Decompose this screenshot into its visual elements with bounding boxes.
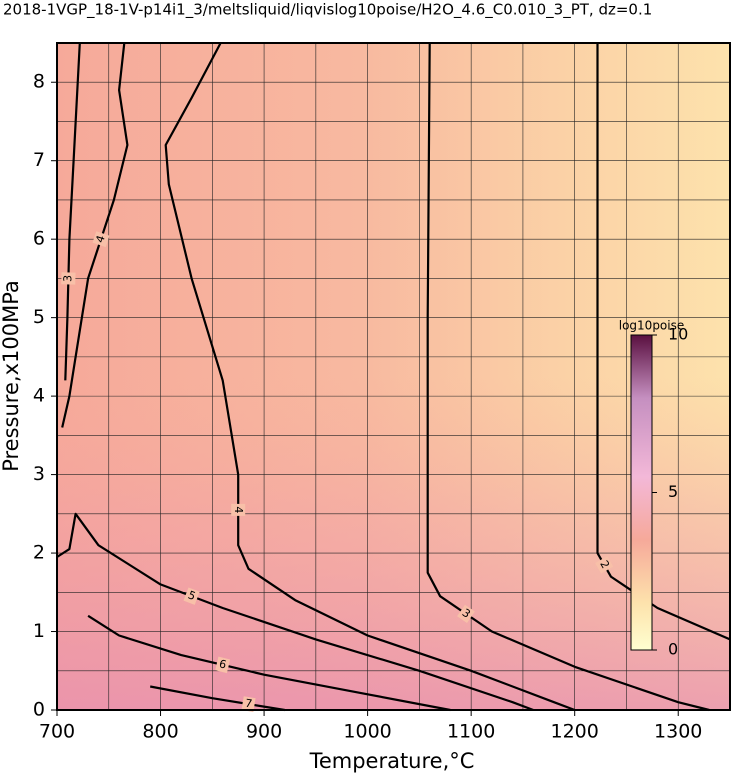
x-tick-label: 1100 (447, 721, 495, 743)
contour-line (149, 685, 285, 712)
plot-frame (56, 42, 731, 711)
y-tick-label: 7 (33, 149, 45, 171)
contour-label: 4 (232, 506, 245, 513)
contour-label-bg (92, 231, 110, 248)
colorbar (630, 334, 653, 651)
y-tick-label: 8 (33, 71, 45, 93)
colorbar-tick-label: 10 (668, 325, 688, 344)
y-tick-label: 4 (33, 385, 45, 407)
y-tick-label: 6 (33, 228, 45, 250)
contour-label-bg (231, 503, 246, 516)
x-tick-label: 1200 (551, 721, 599, 743)
colorbar-tick-label: 0 (668, 640, 678, 659)
contour-label: 5 (186, 588, 197, 603)
x-axis-label: Temperature,°C (309, 749, 475, 773)
contour-label-bg (183, 587, 200, 605)
y-tick-label: 3 (33, 463, 45, 485)
y-tick-label: 1 (33, 620, 45, 642)
contour-label-bg (457, 604, 475, 624)
contour-label-bg (241, 696, 256, 712)
y-tick-label: 5 (33, 306, 45, 328)
y-axis-label: Pressure,x100MPa (0, 280, 23, 472)
x-tick-label: 800 (142, 721, 178, 743)
y-tick-label: 2 (33, 542, 45, 564)
contour-label-bg (595, 556, 614, 574)
contour-label: 3 (61, 275, 74, 282)
contour-label: 7 (244, 697, 253, 711)
plot-shading (57, 43, 730, 710)
contour-label: 6 (218, 657, 228, 671)
colorbar-tick-label: 5 (668, 482, 678, 501)
x-tick-label: 1000 (343, 721, 391, 743)
x-tick-label: 700 (39, 721, 75, 743)
contour-label-bg (215, 656, 231, 674)
contour-label: 4 (93, 234, 108, 245)
contour-label-bg (61, 272, 76, 285)
x-tick-label: 1300 (654, 721, 702, 743)
chart-title: 2018-1VGP_18-1V-p14i1_3/meltsliquid/liqv… (3, 1, 652, 20)
y-tick-label: 0 (33, 699, 45, 721)
contour-line (64, 42, 81, 381)
x-tick-label: 900 (246, 721, 282, 743)
colorbar-label: log10poise (619, 319, 685, 333)
